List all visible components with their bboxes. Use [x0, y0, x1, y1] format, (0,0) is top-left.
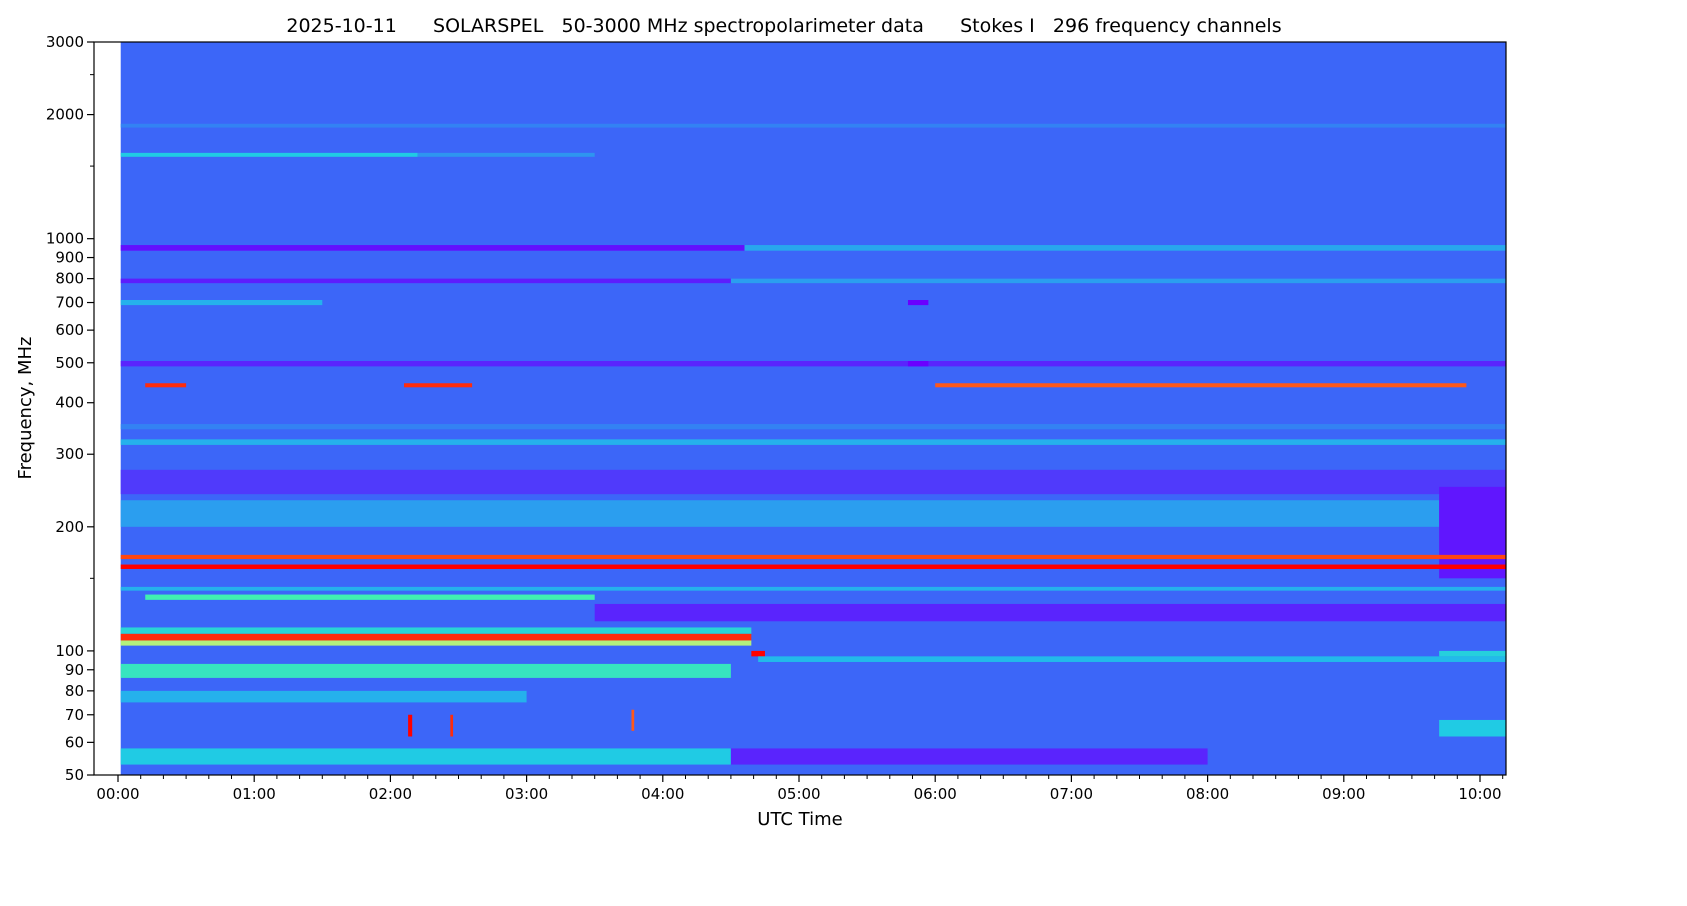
spectral-band-27 — [120, 640, 752, 646]
x-tick-label: 07:00 — [1050, 785, 1093, 803]
spectral-band-31 — [120, 663, 731, 678]
y-tick-label: 900 — [55, 249, 84, 267]
spectral-band-29 — [758, 656, 1506, 662]
x-tick-label: 02:00 — [369, 785, 412, 803]
spectral-band-18 — [120, 500, 1440, 527]
y-tick-label: 60 — [65, 733, 84, 751]
spectral-band-9 — [907, 299, 929, 306]
y-axis-label: Frequency, MHz — [15, 337, 36, 480]
spectral-band-33 — [120, 748, 731, 765]
spectral-band-37 — [450, 714, 454, 737]
spectral-band-28 — [751, 650, 765, 657]
y-tick-label: 200 — [55, 518, 84, 536]
chart-title: 2025-10-11 SOLARSPEL 50-3000 MHz spectro… — [286, 15, 1281, 37]
spectral-band-6 — [120, 278, 731, 284]
spectral-band-16 — [120, 439, 1506, 445]
y-tick-label: 400 — [55, 394, 84, 412]
spectral-band-12 — [145, 383, 187, 388]
y-tick-label: 800 — [55, 270, 84, 288]
y-tick-label: 700 — [55, 294, 84, 312]
plot-area — [120, 42, 1506, 775]
spectral-band-35 — [1439, 719, 1506, 737]
spectral-band-5 — [744, 245, 1506, 251]
y-tick-label: 80 — [65, 682, 84, 700]
y-tick-label: 300 — [55, 445, 84, 463]
spectral-band-1 — [120, 123, 1506, 128]
plot-frame — [93, 41, 1507, 776]
x-tick-label: 10:00 — [1458, 785, 1501, 803]
x-tick-label: 06:00 — [914, 785, 957, 803]
spectral-band-14 — [935, 383, 1467, 388]
spectral-band-23 — [145, 594, 595, 600]
x-tick-label: 05:00 — [777, 785, 820, 803]
spectral-band-30 — [1439, 650, 1506, 657]
y-tick-label: 90 — [65, 661, 84, 679]
spectral-band-20 — [120, 554, 1506, 560]
spectral-band-32 — [120, 690, 527, 703]
y-tick-label: 500 — [55, 354, 84, 372]
y-tick-label: 2000 — [46, 106, 84, 124]
x-tick-label: 08:00 — [1186, 785, 1229, 803]
spectral-band-4 — [120, 245, 745, 251]
x-tick-label: 00:00 — [96, 785, 139, 803]
spectral-band-3 — [417, 152, 595, 157]
x-tick-label: 09:00 — [1322, 785, 1365, 803]
x-tick-label: 04:00 — [641, 785, 684, 803]
y-tick-label: 70 — [65, 706, 84, 724]
spectral-band-17 — [120, 469, 1506, 495]
spectral-band-15 — [120, 424, 1506, 430]
x-axis-label: UTC Time — [757, 809, 842, 830]
x-tick-label: 03:00 — [505, 785, 548, 803]
spectral-band-7 — [730, 278, 1506, 284]
spectral-band-34 — [730, 748, 1208, 765]
spectral-band-22 — [120, 586, 1506, 591]
spectral-band-8 — [120, 299, 323, 306]
y-tick-label: 1000 — [46, 230, 84, 248]
spectral-band-21 — [120, 564, 1506, 570]
spectral-band-19 — [1439, 486, 1506, 579]
x-axis: 00:00 01:00 02:00 03:00 04:00 05:00 06:00 07:00… — [96, 775, 1504, 803]
spectral-band-38 — [631, 709, 635, 731]
spectral-band-13 — [404, 383, 473, 388]
y-tick-label: 100 — [55, 642, 84, 660]
y-tick-label: 3000 — [46, 33, 84, 51]
spectral-band-11 — [907, 360, 929, 367]
y-tick-label: 50 — [65, 766, 84, 784]
spectral-band-0 — [120, 42, 1506, 775]
spectral-band-26 — [120, 633, 752, 641]
spectral-band-36 — [408, 714, 413, 737]
x-tick-label: 01:00 — [233, 785, 276, 803]
spectral-band-24 — [594, 603, 1506, 622]
spectral-band-10 — [120, 360, 1506, 367]
spectral-band-25 — [120, 627, 752, 634]
spectral-band-2 — [120, 152, 418, 157]
y-tick-label: 600 — [55, 321, 84, 339]
